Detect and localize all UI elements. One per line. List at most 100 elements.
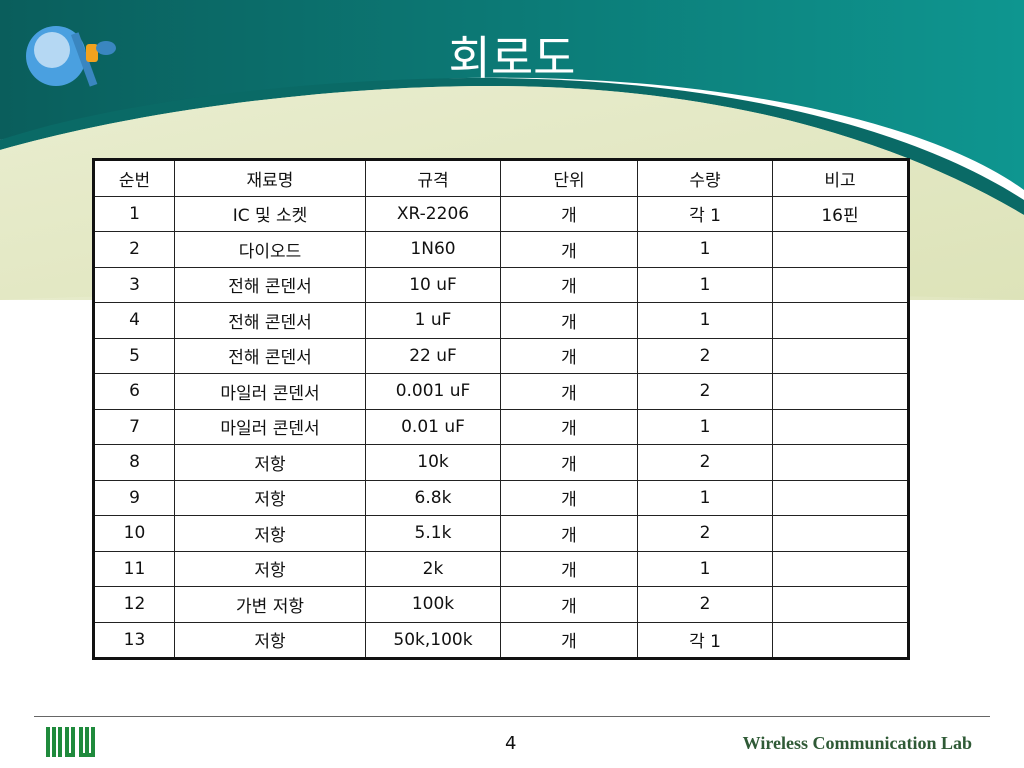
- table-row: 8 저항 10k 개 2: [93, 444, 909, 481]
- table-cell: [772, 621, 909, 659]
- table-row: 3 전해 콘덴서 10 uF 개 1: [93, 266, 909, 303]
- table-cell: [772, 337, 909, 374]
- table-row: 1 IC 및 소켓 XR-2206 개 각 1 16핀: [93, 195, 909, 232]
- table-cell: 8: [93, 444, 175, 481]
- table-cell: 개: [500, 266, 638, 303]
- header-cell: 순번: [93, 159, 175, 197]
- table-cell: 2: [637, 373, 773, 410]
- table-cell: 1: [637, 550, 773, 587]
- table-cell: 저항: [174, 515, 366, 552]
- footer-divider: [34, 716, 990, 717]
- table-cell: 1: [637, 302, 773, 339]
- table-cell: 5.1k: [365, 515, 501, 552]
- header-cell: 재료명: [174, 159, 366, 197]
- table-cell: 개: [500, 337, 638, 374]
- table-cell: 개: [500, 550, 638, 587]
- table-cell: 개: [500, 515, 638, 552]
- table-cell: 10k: [365, 444, 501, 481]
- table-cell: 6.8k: [365, 479, 501, 516]
- table-cell: 16핀: [772, 195, 909, 232]
- table-cell: 1: [93, 195, 175, 232]
- table-cell: 1: [637, 479, 773, 516]
- header-cell: 단위: [500, 159, 638, 197]
- table-cell: 저항: [174, 550, 366, 587]
- table-cell: 개: [500, 444, 638, 481]
- table-cell: XR-2206: [365, 195, 501, 232]
- table-row: 13 저항 50k,100k 개 각 1: [93, 621, 909, 659]
- table-cell: 2: [637, 586, 773, 623]
- table-row: 11 저항 2k 개 1: [93, 550, 909, 587]
- table-cell: 1: [637, 266, 773, 303]
- table-cell: 저항: [174, 444, 366, 481]
- table-row: 12 가변 저항 100k 개 2: [93, 586, 909, 623]
- table-cell: 개: [500, 302, 638, 339]
- table-cell: 0.01 uF: [365, 408, 501, 445]
- table-row: 5 전해 콘덴서 22 uF 개 2: [93, 337, 909, 374]
- table-cell: 11: [93, 550, 175, 587]
- table-cell: 3: [93, 266, 175, 303]
- table-cell: 4: [93, 302, 175, 339]
- table-cell: [772, 550, 909, 587]
- table-cell: [772, 479, 909, 516]
- parts-table: 순번 재료명 규격 단위 수량 비고 1 IC 및 소켓 XR-2206 개 각 1 16핀 2 다이오드…: [92, 158, 910, 660]
- table-cell: 10: [93, 515, 175, 552]
- table-cell: 개: [500, 231, 638, 268]
- table-cell: 전해 콘덴서: [174, 337, 366, 374]
- table-row: 7 마일러 콘덴서 0.01 uF 개 1: [93, 408, 909, 445]
- footer-lab-name: Wireless Communication Lab: [742, 733, 972, 753]
- table-cell: 9: [93, 479, 175, 516]
- table-cell: 마일러 콘덴서: [174, 373, 366, 410]
- table-cell: 50k,100k: [365, 621, 501, 659]
- header-cell: 비고: [772, 159, 909, 197]
- table-cell: 전해 콘덴서: [174, 302, 366, 339]
- table-cell: 개: [500, 479, 638, 516]
- table-cell: [772, 515, 909, 552]
- table-cell: [772, 231, 909, 268]
- table-cell: 2: [637, 444, 773, 481]
- table-cell: [772, 408, 909, 445]
- table-row: 2 다이오드 1N60 개 1: [93, 231, 909, 268]
- table-cell: [772, 586, 909, 623]
- table-cell: [772, 266, 909, 303]
- table-cell: 1N60: [365, 231, 501, 268]
- table-cell: 개: [500, 621, 638, 659]
- satellite-globe-logo: [26, 26, 116, 87]
- table-cell: [772, 373, 909, 410]
- table-cell: 개: [500, 586, 638, 623]
- table-cell: 12: [93, 586, 175, 623]
- table-cell: 1 uF: [365, 302, 501, 339]
- table-cell: 2: [637, 515, 773, 552]
- table-cell: 저항: [174, 479, 366, 516]
- header-cell: 규격: [365, 159, 501, 197]
- table-cell: 개: [500, 195, 638, 232]
- table-cell: 2: [637, 337, 773, 374]
- table-cell: 10 uF: [365, 266, 501, 303]
- header-cell: 수량: [637, 159, 773, 197]
- university-logo: [46, 727, 95, 757]
- table-cell: 개: [500, 373, 638, 410]
- table-cell: 저항: [174, 621, 366, 659]
- table-cell: [772, 302, 909, 339]
- table-cell: 100k: [365, 586, 501, 623]
- table-cell: 2: [93, 231, 175, 268]
- slide-title: 회로도: [448, 31, 576, 85]
- table-row: 10 저항 5.1k 개 2: [93, 515, 909, 552]
- table-cell: 6: [93, 373, 175, 410]
- table-cell: 개: [500, 408, 638, 445]
- table-cell: 13: [93, 621, 175, 659]
- table-cell: 가변 저항: [174, 586, 366, 623]
- table-row: 6 마일러 콘덴서 0.001 uF 개 2: [93, 373, 909, 410]
- page-number: 4: [505, 733, 517, 754]
- header-row: 순번 재료명 규격 단위 수량 비고: [93, 159, 909, 197]
- table-cell: [772, 444, 909, 481]
- table-cell: 1: [637, 408, 773, 445]
- table-cell: 다이오드: [174, 231, 366, 268]
- table-row: 9 저항 6.8k 개 1: [93, 479, 909, 516]
- table-cell: 2k: [365, 550, 501, 587]
- table-cell: 마일러 콘덴서: [174, 408, 366, 445]
- table-cell: 각 1: [637, 621, 773, 659]
- table-cell: IC 및 소켓: [174, 195, 366, 232]
- table-row: 4 전해 콘덴서 1 uF 개 1: [93, 302, 909, 339]
- table-cell: 22 uF: [365, 337, 501, 374]
- table-cell: 0.001 uF: [365, 373, 501, 410]
